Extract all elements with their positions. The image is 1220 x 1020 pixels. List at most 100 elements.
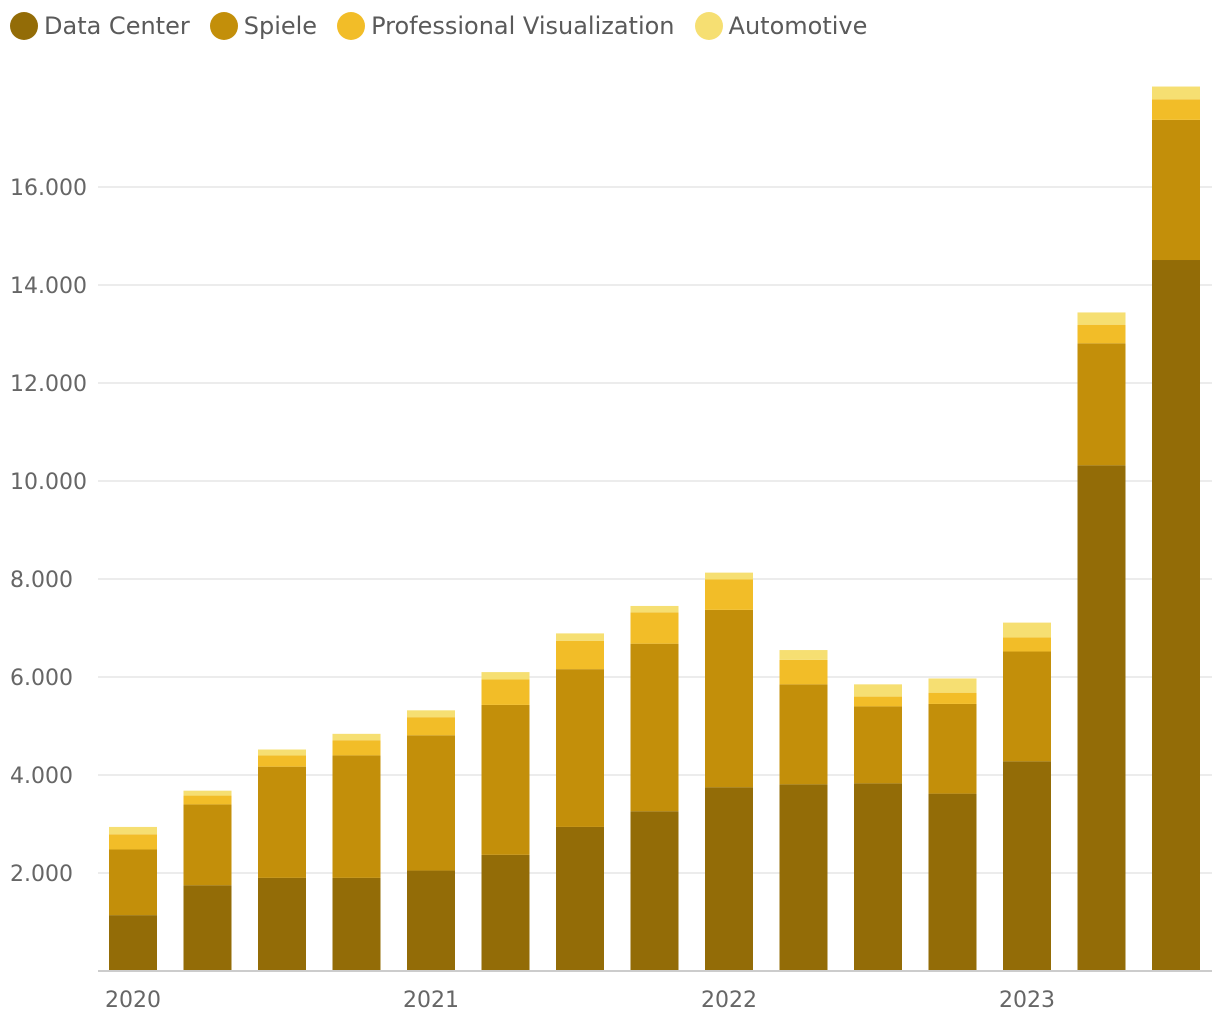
bar-data-center[interactable] — [407, 870, 455, 971]
bar-data-center[interactable] — [705, 787, 753, 971]
bar-spiele[interactable] — [1152, 119, 1200, 261]
bar-automotive[interactable] — [1077, 312, 1126, 325]
bars — [109, 86, 1200, 971]
bar-professional-visualization[interactable] — [854, 696, 902, 707]
bar-automotive[interactable] — [779, 650, 828, 660]
bar-data-center[interactable] — [556, 826, 604, 971]
bar-automotive[interactable] — [854, 684, 902, 697]
bar-data-center[interactable] — [332, 877, 381, 971]
legend-swatch — [337, 12, 366, 40]
bar-data-center[interactable] — [779, 784, 828, 971]
bar-data-center[interactable] — [854, 783, 902, 971]
bar-data-center[interactable] — [1077, 465, 1126, 971]
bar-spiele[interactable] — [854, 706, 902, 784]
bar-spiele[interactable] — [705, 609, 753, 788]
bar-automotive[interactable] — [407, 710, 455, 718]
x-tick-label: 2022 — [701, 988, 757, 1013]
legend: Data Center Spiele Professional Visualizat… — [10, 8, 867, 44]
y-tick-label: 2.000 — [10, 862, 73, 887]
legend-item-data-center[interactable]: Data Center — [10, 12, 190, 40]
bar-professional-visualization[interactable] — [183, 795, 232, 805]
bar-data-center[interactable] — [928, 793, 977, 971]
bar-automotive[interactable] — [705, 572, 753, 580]
bar-data-center[interactable] — [481, 854, 530, 971]
bar-automotive[interactable] — [183, 790, 232, 796]
bar-data-center[interactable] — [109, 915, 157, 971]
y-tick-label: 14.000 — [10, 274, 87, 299]
legend-swatch — [209, 12, 238, 40]
bar-stack[interactable] — [854, 684, 902, 971]
bar-stack[interactable] — [1003, 622, 1051, 971]
bar-data-center[interactable] — [1152, 260, 1200, 971]
bar-spiele[interactable] — [258, 766, 306, 878]
bar-automotive[interactable] — [556, 633, 604, 641]
bar-spiele[interactable] — [928, 703, 977, 794]
bar-stack[interactable] — [109, 826, 157, 971]
bar-spiele[interactable] — [183, 804, 232, 886]
legend-item-professional-visualization[interactable]: Professional Visualization — [337, 12, 675, 40]
bar-data-center[interactable] — [1003, 761, 1051, 971]
bar-automotive[interactable] — [481, 672, 530, 680]
legend-swatch — [10, 12, 38, 40]
bar-professional-visualization[interactable] — [1077, 324, 1126, 344]
y-tick-label: 6.000 — [10, 666, 73, 691]
bar-spiele[interactable] — [407, 735, 455, 871]
legend-swatch — [694, 12, 723, 40]
bar-professional-visualization[interactable] — [630, 612, 679, 644]
bar-automotive[interactable] — [1003, 622, 1051, 638]
bar-stack[interactable] — [481, 672, 530, 971]
bar-automotive[interactable] — [109, 826, 157, 835]
bar-data-center[interactable] — [258, 877, 306, 971]
legend-label: Professional Visualization — [371, 12, 675, 40]
bar-spiele[interactable] — [109, 849, 157, 916]
x-tick-label: 2021 — [403, 988, 459, 1013]
bar-automotive[interactable] — [630, 605, 679, 613]
bar-automotive[interactable] — [258, 749, 306, 756]
legend-item-automotive[interactable]: Automotive — [694, 12, 868, 40]
bar-spiele[interactable] — [481, 704, 530, 855]
bar-spiele[interactable] — [556, 669, 604, 827]
bar-professional-visualization[interactable] — [258, 755, 306, 767]
bar-spiele[interactable] — [1003, 651, 1051, 762]
bar-stack[interactable] — [779, 650, 828, 971]
legend-label: Automotive — [728, 12, 868, 40]
bar-stack[interactable] — [556, 633, 604, 971]
bar-professional-visualization[interactable] — [705, 579, 753, 610]
bar-stack[interactable] — [332, 733, 381, 971]
bar-professional-visualization[interactable] — [407, 717, 455, 736]
bar-professional-visualization[interactable] — [928, 692, 977, 704]
bar-professional-visualization[interactable] — [109, 834, 157, 850]
bar-data-center[interactable] — [630, 811, 679, 971]
bar-professional-visualization[interactable] — [556, 640, 604, 670]
legend-label: Data Center — [44, 12, 190, 40]
x-tick-label: 2020 — [105, 988, 161, 1013]
bar-automotive[interactable] — [1152, 86, 1200, 100]
bar-professional-visualization[interactable] — [332, 740, 381, 756]
bar-stack[interactable] — [407, 710, 455, 971]
bar-professional-visualization[interactable] — [779, 659, 828, 685]
bar-automotive[interactable] — [928, 678, 977, 693]
bar-spiele[interactable] — [1077, 343, 1126, 466]
bar-spiele[interactable] — [779, 684, 828, 785]
bar-data-center[interactable] — [183, 885, 232, 971]
bar-automotive[interactable] — [332, 733, 381, 741]
bar-stack[interactable] — [928, 678, 977, 971]
bar-stack[interactable] — [1152, 86, 1200, 971]
y-tick-label: 8.000 — [10, 568, 73, 593]
bar-stack[interactable] — [1077, 312, 1126, 971]
bar-spiele[interactable] — [332, 755, 381, 878]
y-tick-label: 4.000 — [10, 764, 73, 789]
bar-professional-visualization[interactable] — [1003, 637, 1051, 652]
bar-stack[interactable] — [705, 572, 753, 971]
bar-professional-visualization[interactable] — [1152, 99, 1200, 120]
bar-stack[interactable] — [183, 790, 232, 971]
legend-item-spiele[interactable]: Spiele — [209, 12, 318, 40]
bar-spiele[interactable] — [630, 643, 679, 812]
y-tick-label: 10.000 — [10, 470, 87, 495]
legend-label: Spiele — [243, 12, 318, 40]
bar-professional-visualization[interactable] — [481, 679, 530, 705]
bar-stack[interactable] — [258, 749, 306, 971]
x-axis-ticks: 2020 2021 2022 2023 — [105, 988, 1055, 1013]
bar-stack[interactable] — [630, 605, 679, 971]
